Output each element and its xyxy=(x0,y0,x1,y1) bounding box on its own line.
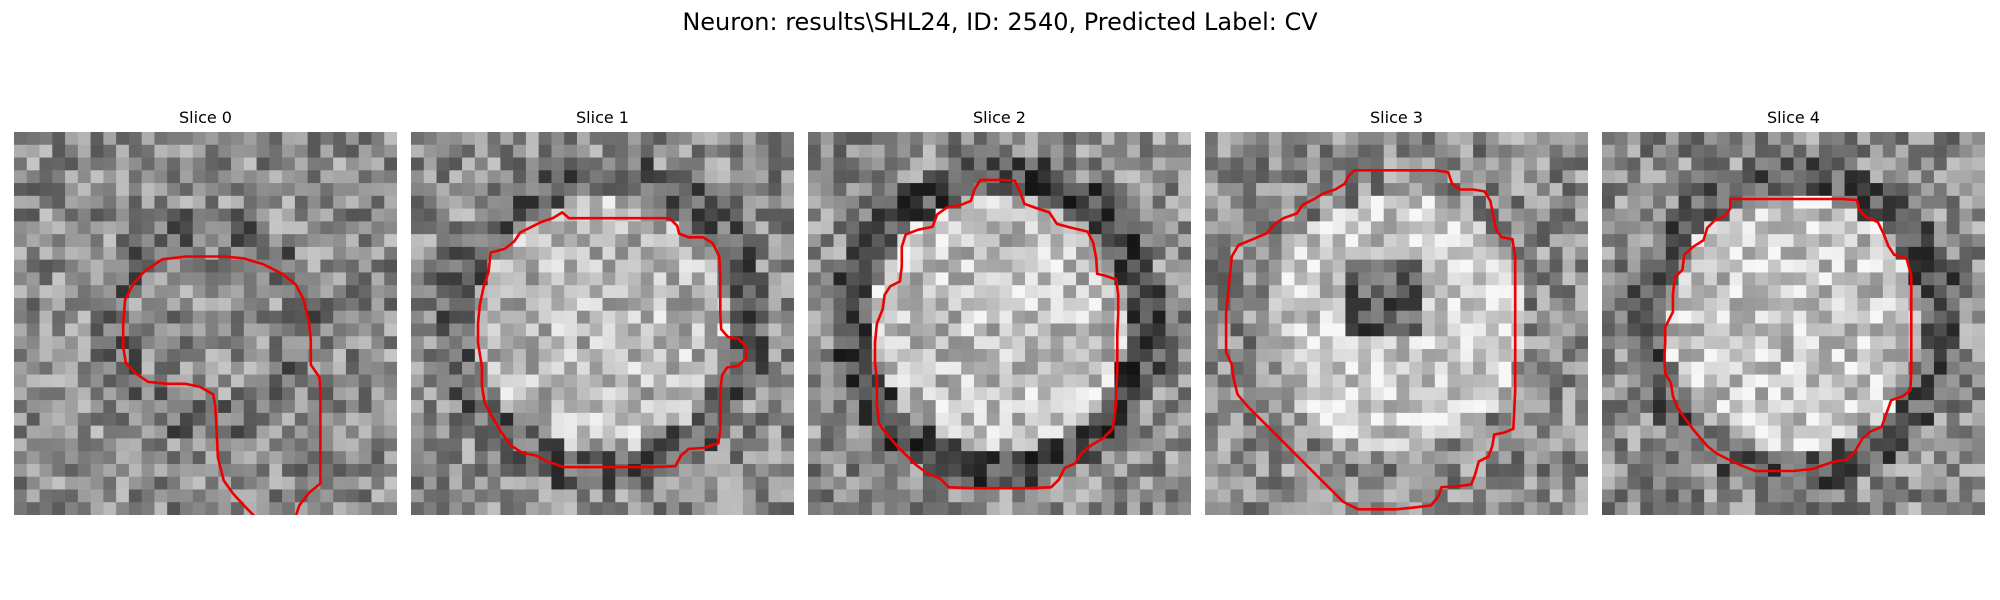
pixel-grid xyxy=(1602,132,1985,515)
slice-title-3: Slice 3 xyxy=(1370,108,1423,127)
slice-panel-2: Slice 2 xyxy=(808,108,1191,515)
pixel-grid xyxy=(14,132,397,515)
slice-title-1: Slice 1 xyxy=(576,108,629,127)
slice-panel-0: Slice 0 xyxy=(14,108,397,515)
slice-image-0 xyxy=(14,132,397,515)
pixel-grid xyxy=(808,132,1191,515)
slice-image-4 xyxy=(1602,132,1985,515)
slice-panel-1: Slice 1 xyxy=(411,108,794,515)
pixel-grid xyxy=(411,132,794,515)
slice-panel-3: Slice 3 xyxy=(1205,108,1588,515)
segmentation-contour xyxy=(1224,168,1517,511)
slice-title-4: Slice 4 xyxy=(1767,108,1820,127)
segmentation-contour xyxy=(121,255,322,515)
slice-panel-4: Slice 4 xyxy=(1602,108,1985,515)
slice-title-2: Slice 2 xyxy=(973,108,1026,127)
figure-title: Neuron: results\SHL24, ID: 2540, Predict… xyxy=(682,8,1318,36)
segmentation-contour xyxy=(1662,197,1913,473)
segmentation-contour xyxy=(476,210,748,469)
pixel-grid xyxy=(1205,132,1588,515)
segmentation-contour xyxy=(873,178,1120,490)
slice-image-3 xyxy=(1205,132,1588,515)
slice-image-2 xyxy=(808,132,1191,515)
slice-image-1 xyxy=(411,132,794,515)
slice-title-0: Slice 0 xyxy=(179,108,232,127)
